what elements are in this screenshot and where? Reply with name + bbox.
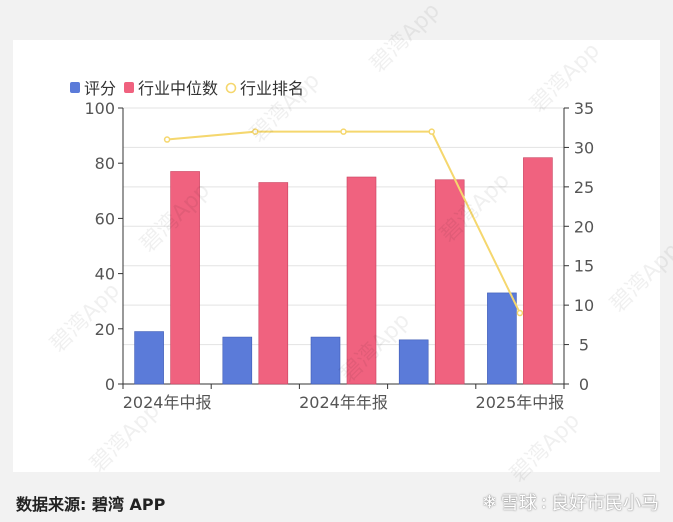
legend-swatch bbox=[124, 82, 134, 93]
y-left-tick-label: 60 bbox=[95, 209, 115, 228]
y-left-tick-label: 80 bbox=[95, 154, 115, 173]
y-left-tick-label: 100 bbox=[84, 99, 115, 118]
point-rank bbox=[340, 128, 347, 135]
y-left-tick-label: 0 bbox=[105, 375, 115, 394]
legend-swatch bbox=[70, 82, 80, 93]
bar-score bbox=[310, 336, 341, 385]
bar-median bbox=[258, 182, 289, 385]
point-rank bbox=[428, 128, 435, 135]
bar-median bbox=[346, 176, 377, 385]
chart: 0 20 40 60 80 100 0 5 10 15 20 25 30 35 2024年中报 2024年年报… bbox=[70, 79, 594, 412]
chart-card: 0 20 40 60 80 100 0 5 10 15 20 25 30 35 2024年中报 2024年年报… bbox=[13, 40, 660, 472]
bar-score bbox=[222, 336, 253, 385]
brand-separator: : bbox=[540, 491, 547, 513]
x-tick-label: 2024年年报 bbox=[299, 393, 388, 412]
legend-label: 行业排名 bbox=[240, 79, 304, 98]
x-tick-label: 2025年中报 bbox=[476, 393, 565, 412]
point-rank bbox=[252, 128, 259, 135]
point-rank bbox=[163, 136, 171, 143]
y-right-tick-label: 5 bbox=[579, 336, 589, 355]
brand-name: 雪球 bbox=[500, 493, 537, 514]
y-left-tick-label: 40 bbox=[95, 265, 115, 284]
snowball-icon: ❄ bbox=[481, 491, 497, 513]
y-right-tick-label: 30 bbox=[574, 138, 594, 157]
bar-median bbox=[523, 157, 553, 385]
data-source-label: 数据来源: 碧湾 APP bbox=[16, 495, 166, 514]
y-right-tick-label: 0 bbox=[579, 375, 589, 394]
y-right-tick-label: 20 bbox=[574, 217, 594, 236]
y-right-tick-label: 25 bbox=[574, 178, 594, 197]
x-tick-label: 2024年中报 bbox=[123, 393, 212, 412]
brand-watermark: ❄ 雪球 : 良好市民小马 bbox=[482, 489, 659, 515]
bar-score bbox=[487, 292, 517, 385]
y-left-tick-label: 20 bbox=[95, 320, 115, 339]
bar-score bbox=[398, 339, 429, 385]
y-right-tick-label: 35 bbox=[574, 99, 594, 118]
point-rank bbox=[516, 309, 524, 317]
bar-score bbox=[134, 331, 164, 385]
bar-median bbox=[434, 179, 465, 385]
bar-median bbox=[170, 171, 200, 385]
legend-label: 评分 bbox=[84, 79, 116, 98]
brand-user: 良好市民小马 bbox=[551, 493, 659, 514]
y-right-tick-label: 10 bbox=[574, 296, 594, 315]
legend-swatch bbox=[225, 82, 237, 94]
y-right-tick-label: 15 bbox=[574, 257, 594, 276]
legend-label: 行业中位数 bbox=[138, 79, 218, 98]
